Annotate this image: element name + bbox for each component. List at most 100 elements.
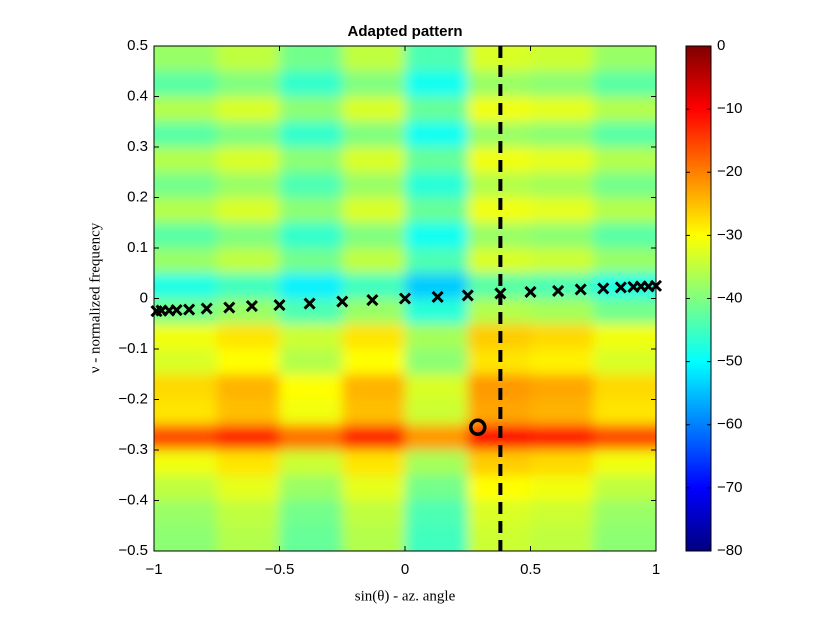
x-axis-label: sin(θ) - az. angle xyxy=(355,588,456,604)
heat-cell xyxy=(342,450,406,476)
heat-cell xyxy=(405,172,469,198)
heat-cell xyxy=(405,323,469,350)
heat-cell xyxy=(342,273,406,299)
heat-cell xyxy=(154,450,218,476)
heat-cell xyxy=(530,197,594,224)
heat-cell xyxy=(154,349,218,375)
cross-marker xyxy=(223,301,236,314)
heat-cell xyxy=(593,222,656,249)
heat-cell xyxy=(216,323,280,350)
heat-cell xyxy=(279,121,343,148)
heat-cell xyxy=(154,121,218,148)
cross-marker xyxy=(494,287,507,300)
x-tick-label: 1 xyxy=(652,561,660,578)
y-tick-label: −0.4 xyxy=(118,491,148,508)
heat-cell xyxy=(593,298,656,325)
heat-cell xyxy=(405,222,469,249)
heat-cell xyxy=(154,500,218,527)
heat-cell xyxy=(405,71,469,97)
heat-cell xyxy=(593,374,656,400)
heat-cell xyxy=(342,71,406,97)
cross-marker xyxy=(200,302,213,315)
heat-cell xyxy=(216,374,280,400)
heat-cell xyxy=(530,147,594,173)
heat-cell xyxy=(405,399,469,426)
heat-cell xyxy=(593,424,656,451)
heat-cell xyxy=(154,71,218,97)
heat-cell xyxy=(216,349,280,375)
target-marker xyxy=(469,418,487,437)
heat-cell xyxy=(154,399,218,426)
heat-cell xyxy=(216,96,280,123)
heat-cell xyxy=(154,273,218,299)
cross-marker xyxy=(552,284,565,297)
heat-cell xyxy=(593,525,656,551)
heat-cell xyxy=(216,222,280,249)
heat-cell xyxy=(154,248,218,274)
heat-cell xyxy=(530,172,594,198)
heat-cell xyxy=(216,248,280,274)
heat-cell xyxy=(216,424,280,451)
heat-cell xyxy=(154,323,218,350)
heat-cell xyxy=(154,475,218,501)
heat-cell xyxy=(216,46,280,72)
cross-marker xyxy=(614,281,627,294)
heat-cell xyxy=(405,500,469,527)
heat-cell xyxy=(530,46,594,72)
heat-cell xyxy=(405,424,469,451)
heat-cell xyxy=(154,46,218,72)
heat-cell xyxy=(342,500,406,527)
colorbar-tick-label: −70 xyxy=(717,479,742,496)
heat-cell xyxy=(216,450,280,476)
heat-cell xyxy=(216,147,280,173)
heat-cell xyxy=(405,248,469,274)
heat-cell xyxy=(593,96,656,123)
heat-cell xyxy=(530,298,594,325)
heat-cell xyxy=(530,525,594,551)
y-tick-label: −0.3 xyxy=(118,441,148,458)
y-tick-label: 0.4 xyxy=(127,87,148,104)
heat-cell xyxy=(530,349,594,375)
heat-cell xyxy=(593,323,656,350)
cross-marker xyxy=(245,300,258,313)
heat-cell xyxy=(342,46,406,72)
heat-cell xyxy=(279,172,343,198)
heat-cell xyxy=(405,147,469,173)
heat-cell xyxy=(279,424,343,451)
colorbar-tick-label: −20 xyxy=(717,163,742,180)
heat-cell xyxy=(279,273,343,299)
heat-cell xyxy=(405,197,469,224)
cross-marker xyxy=(303,297,316,310)
y-tick-label: 0.2 xyxy=(127,188,148,205)
heat-cell xyxy=(154,222,218,249)
heat-cell xyxy=(405,525,469,551)
heat-cell xyxy=(279,96,343,123)
heat-cell xyxy=(405,374,469,400)
heat-cell xyxy=(279,222,343,249)
cross-marker xyxy=(183,303,196,316)
heat-cell xyxy=(342,525,406,551)
heat-cell xyxy=(405,96,469,123)
heat-cell xyxy=(216,71,280,97)
heat-cell xyxy=(216,500,280,527)
heat-cell xyxy=(279,46,343,72)
heat-cell xyxy=(154,147,218,173)
heat-cell xyxy=(216,273,280,299)
heat-cell xyxy=(342,399,406,426)
heat-cell xyxy=(530,374,594,400)
heat-cell xyxy=(342,197,406,224)
colorbar-tick-label: −30 xyxy=(717,226,742,243)
heat-cell xyxy=(405,298,469,325)
heat-cell xyxy=(279,323,343,350)
heat-cell xyxy=(593,172,656,198)
heat-cell xyxy=(279,248,343,274)
cross-marker xyxy=(273,299,286,312)
heat-cell xyxy=(342,147,406,173)
heat-cell xyxy=(593,399,656,426)
heat-cell xyxy=(216,399,280,426)
heat-cell xyxy=(154,172,218,198)
cross-marker xyxy=(524,285,537,298)
heat-cell xyxy=(279,147,343,173)
heat-cell xyxy=(530,222,594,249)
